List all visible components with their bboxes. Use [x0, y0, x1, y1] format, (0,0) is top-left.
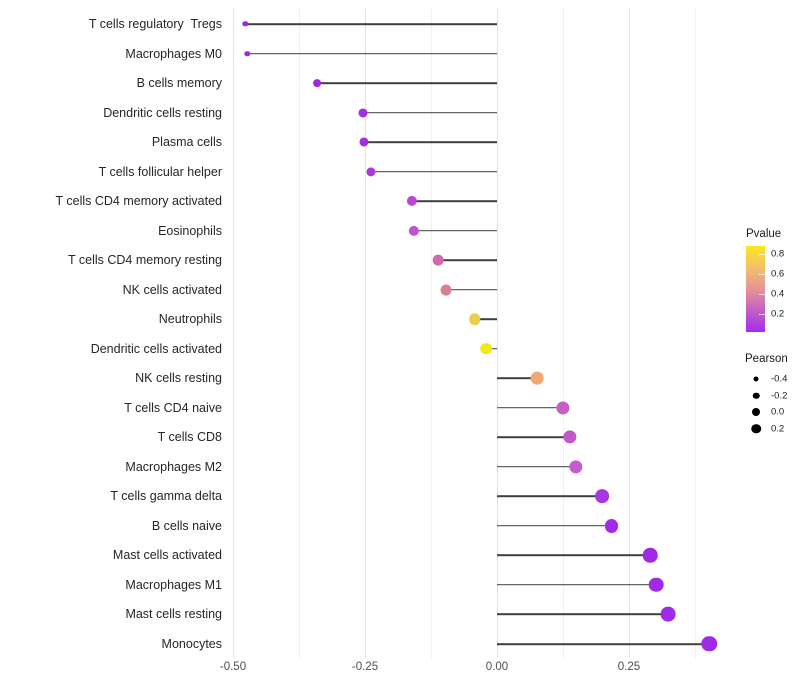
lollipop-point — [408, 225, 420, 236]
pvalue-colorbar-tick — [759, 314, 765, 315]
category-label: T cells CD4 memory activated — [55, 194, 223, 209]
lollipop-stem — [497, 495, 603, 498]
category-label: Mast cells resting — [125, 607, 222, 622]
lollipop-point — [244, 50, 250, 57]
lollipop-stem — [316, 82, 497, 84]
lollipop-stem — [411, 200, 497, 202]
lollipop-point — [642, 548, 658, 563]
category-label: B cells naive — [151, 518, 222, 533]
pvalue-colorbar-tick — [759, 254, 765, 255]
lollipop-point — [563, 430, 577, 444]
major-gridline — [365, 8, 366, 658]
category-label: Monocytes — [161, 636, 222, 651]
pearson-size-label: -0.4 — [771, 373, 788, 385]
pearson-size-dot — [751, 424, 761, 434]
category-label: Dendritic cells activated — [90, 341, 222, 356]
lollipop-stem — [497, 613, 669, 616]
pvalue-legend-title: Pvalue — [746, 228, 782, 240]
lollipop-point — [595, 489, 609, 504]
lollipop-stem — [497, 525, 612, 527]
minor-gridline — [299, 8, 300, 658]
lollipop-point — [242, 21, 248, 27]
category-label: Dendritic cells resting — [103, 105, 222, 120]
pearson-size-dot — [752, 408, 760, 417]
lollipop-point — [406, 196, 418, 207]
lollipop-stem — [362, 111, 497, 114]
minor-gridline — [431, 8, 432, 658]
lollipop-stem — [247, 52, 497, 55]
lollipop-point — [569, 460, 583, 474]
minor-gridline — [563, 8, 564, 658]
lollipop-point — [432, 254, 444, 266]
category-label: T cells CD4 memory resting — [68, 253, 222, 268]
lollipop-point — [469, 313, 481, 325]
lollipop-stem — [497, 554, 651, 557]
lollipop-stem — [497, 643, 710, 645]
lollipop-point — [604, 518, 619, 533]
lollipop-stem — [414, 229, 497, 232]
lollipop-stem — [445, 288, 497, 291]
category-label: T cells CD4 naive — [124, 400, 222, 415]
pearson-size-dot — [752, 392, 760, 399]
category-label: T cells gamma delta — [110, 489, 222, 504]
category-label: T cells follicular helper — [98, 164, 222, 179]
category-label: Macrophages M1 — [125, 577, 222, 592]
lollipop-point — [359, 137, 369, 147]
lollipop-point — [556, 401, 570, 415]
lollipop-stem — [497, 406, 563, 409]
category-label: NK cells activated — [122, 282, 222, 297]
category-label: Macrophages M0 — [125, 46, 222, 61]
pearson-size-label: -0.2 — [771, 390, 788, 402]
pvalue-colorbar — [746, 246, 765, 332]
lollipop-point — [660, 606, 676, 622]
category-label: Eosinophils — [158, 223, 222, 238]
category-label: B cells memory — [136, 76, 222, 91]
major-gridline — [233, 8, 234, 658]
category-label: NK cells resting — [135, 371, 222, 386]
pearson-size-label: 0.0 — [771, 406, 785, 418]
lollipop-point — [530, 371, 544, 385]
lollipop-stem — [497, 377, 538, 380]
lollipop-stem — [474, 318, 497, 320]
pvalue-tick-label: 0.6 — [771, 268, 785, 280]
lollipop-stem — [437, 259, 497, 261]
pvalue-tick-label: 0.8 — [771, 248, 785, 260]
pearson-legend-title: Pearson — [745, 353, 788, 365]
category-label: T cells regulatory Tregs — [88, 17, 222, 31]
x-axis-tick-label: -0.50 — [219, 661, 247, 673]
lollipop-stem — [497, 466, 576, 468]
pvalue-colorbar-tick — [759, 294, 765, 295]
lollipop-stem — [370, 170, 497, 173]
category-label: Plasma cells — [151, 135, 222, 150]
lollipop-stem — [363, 141, 497, 143]
lollipop-stem — [245, 23, 497, 25]
major-gridline — [497, 8, 498, 658]
minor-gridline — [695, 8, 696, 658]
lollipop-point — [440, 284, 452, 296]
pvalue-tick-label: 0.4 — [771, 288, 785, 300]
category-label: Macrophages M2 — [125, 459, 222, 474]
category-label: Neutrophils — [158, 312, 222, 327]
category-label: T cells CD8 — [157, 430, 222, 445]
lollipop-point — [358, 108, 368, 118]
pearson-size-dot — [753, 376, 759, 382]
lollipop-point — [313, 79, 321, 87]
lollipop-point — [480, 342, 492, 355]
pvalue-tick-label: 0.2 — [771, 308, 785, 320]
lollipop-point — [366, 166, 376, 177]
pvalue-colorbar-tick — [759, 274, 765, 275]
lollipop-stem — [497, 436, 570, 439]
x-axis-tick-label: 0.00 — [485, 661, 509, 673]
x-axis-tick-label: 0.25 — [617, 661, 641, 673]
pearson-size-label: 0.2 — [771, 423, 785, 435]
lollipop-point — [701, 636, 717, 652]
x-axis-tick-label: -0.25 — [351, 661, 379, 673]
lollipop-stem — [497, 584, 656, 586]
category-label: Mast cells activated — [112, 548, 222, 563]
lollipop-point — [648, 577, 664, 593]
major-gridline — [629, 8, 630, 658]
